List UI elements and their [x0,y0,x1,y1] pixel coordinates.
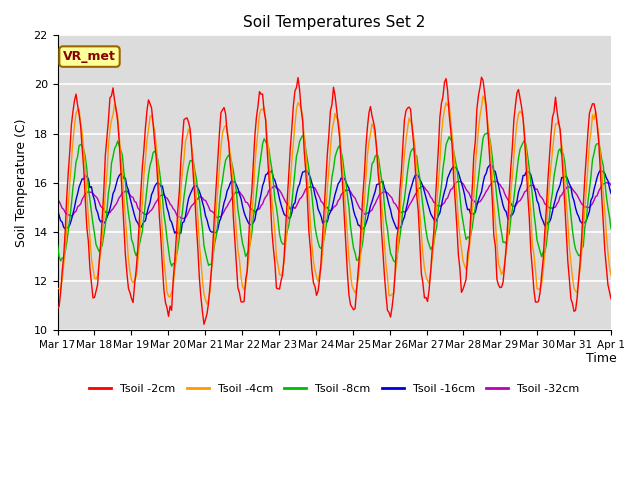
Tsoil -16cm [175,230,183,236]
Tsoil -4cm [479,93,487,99]
Tsoil -16cm [239,203,246,209]
Tsoil -8cm [122,180,129,185]
Tsoil -4cm [204,301,211,307]
Tsoil -4cm [122,216,129,221]
Title: Soil Temperatures Set 2: Soil Temperatures Set 2 [243,15,426,30]
Tsoil -2cm [122,252,129,257]
Tsoil -2cm [477,74,485,80]
Tsoil -2cm [248,189,255,194]
Y-axis label: Soil Temperature (C): Soil Temperature (C) [15,119,28,247]
Line: Tsoil -4cm: Tsoil -4cm [58,96,611,304]
Tsoil -2cm [607,296,615,302]
Tsoil -8cm [239,240,246,246]
Tsoil -4cm [220,125,228,131]
Tsoil -32cm [579,202,587,208]
Tsoil -32cm [179,216,186,221]
Tsoil -8cm [297,135,305,141]
Line: Tsoil -16cm: Tsoil -16cm [58,165,611,233]
Tsoil -4cm [579,225,587,231]
Tsoil -2cm [200,322,208,327]
Line: Tsoil -32cm: Tsoil -32cm [58,181,611,218]
Tsoil -8cm [220,166,228,172]
Tsoil -32cm [297,195,305,201]
Tsoil -32cm [220,209,228,215]
Tsoil -4cm [239,284,246,289]
Tsoil -8cm [168,263,175,269]
Tsoil -16cm [122,175,129,181]
Tsoil -16cm [54,206,61,212]
Tsoil -2cm [297,106,305,112]
Tsoil -2cm [579,203,587,209]
Tsoil -32cm [239,193,246,199]
Line: Tsoil -8cm: Tsoil -8cm [58,132,611,266]
Tsoil -16cm [487,162,495,168]
Legend: Tsoil -2cm, Tsoil -4cm, Tsoil -8cm, Tsoil -16cm, Tsoil -32cm: Tsoil -2cm, Tsoil -4cm, Tsoil -8cm, Tsoi… [84,379,584,398]
Tsoil -4cm [297,105,305,110]
Tsoil -32cm [248,207,255,213]
Tsoil -4cm [607,272,615,278]
Tsoil -8cm [54,241,61,247]
Tsoil -32cm [122,188,129,194]
Tsoil -4cm [54,285,61,291]
Tsoil -2cm [54,306,61,312]
Tsoil -8cm [579,244,587,250]
X-axis label: Time: Time [586,352,616,365]
Tsoil -32cm [54,197,61,203]
Text: VR_met: VR_met [63,50,116,63]
Tsoil -16cm [220,200,228,205]
Tsoil -32cm [607,182,615,188]
Tsoil -2cm [220,105,228,110]
Tsoil -2cm [239,299,246,305]
Tsoil -8cm [607,226,615,231]
Line: Tsoil -2cm: Tsoil -2cm [58,77,611,324]
Tsoil -16cm [248,222,255,228]
Tsoil -32cm [493,178,500,184]
Tsoil -16cm [607,191,615,196]
Tsoil -16cm [579,220,587,226]
Tsoil -8cm [248,230,255,236]
Tsoil -4cm [248,214,255,220]
Tsoil -8cm [484,130,492,135]
Tsoil -16cm [297,175,305,180]
